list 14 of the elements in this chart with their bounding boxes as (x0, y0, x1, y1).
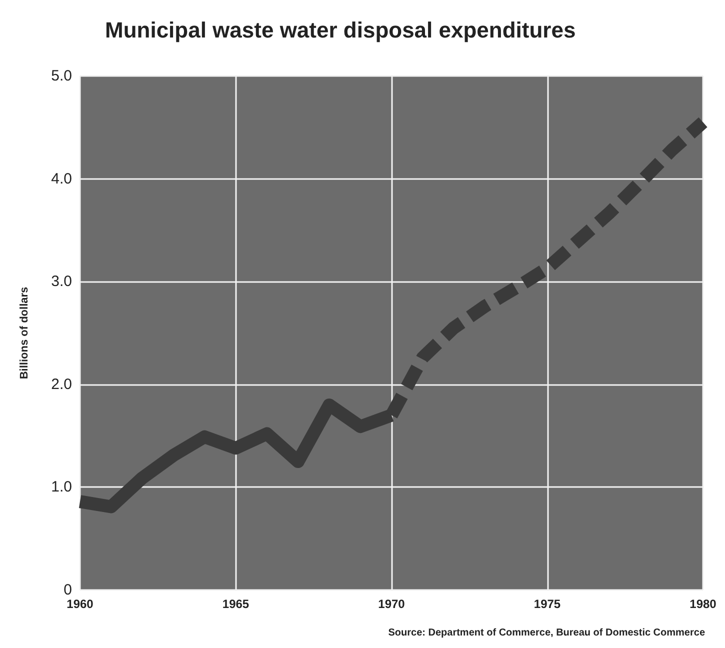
x-tick-label: 1975 (534, 597, 561, 611)
y-tick-label: 0 (64, 582, 72, 598)
x-tick-label: 1980 (690, 597, 717, 611)
y-tick-label: 4.0 (51, 170, 72, 188)
y-tick-label: 2.0 (51, 376, 72, 393)
y-tick-label: 5.0 (51, 68, 72, 84)
x-tick-label: 1960 (66, 597, 94, 611)
chart-title: Municipal waste water disposal expenditures (105, 18, 576, 42)
x-tick-label: 1970 (378, 597, 406, 611)
source-note: Source: Department of Commerce, Bureau of Domestic Commerce (388, 628, 706, 638)
y-axis-title: Billions of dollars (18, 286, 30, 380)
y-tick-label: 3.0 (51, 273, 72, 290)
y-tick-label: 1.0 (51, 478, 72, 496)
x-tick-label: 1965 (222, 597, 250, 611)
